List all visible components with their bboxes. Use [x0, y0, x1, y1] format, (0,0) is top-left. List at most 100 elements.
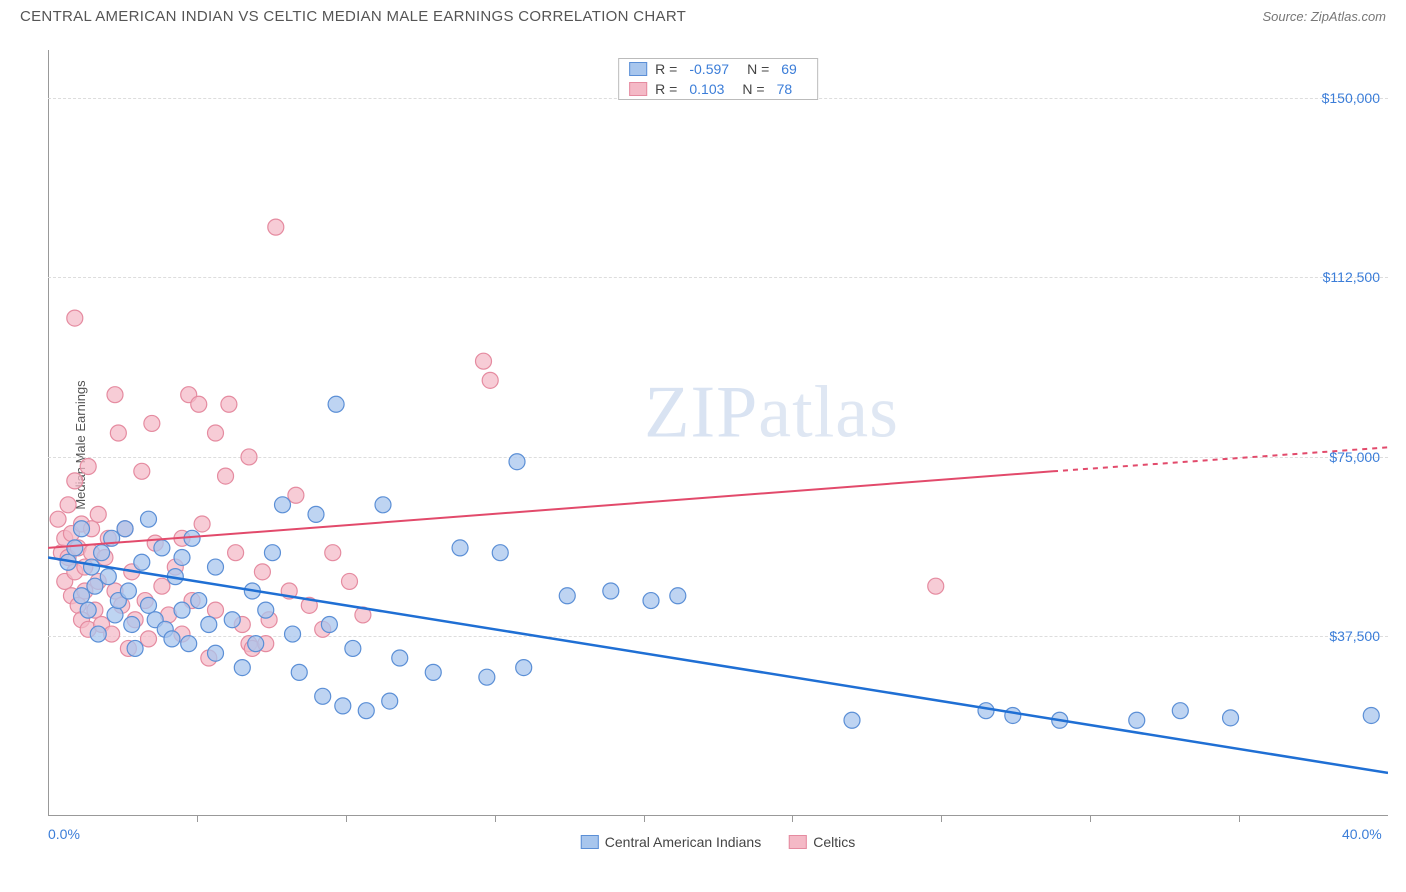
scatter-point-blue	[107, 607, 123, 623]
scatter-point-pink	[191, 396, 207, 412]
scatter-point-pink	[208, 425, 224, 441]
scatter-point-blue	[141, 511, 157, 527]
scatter-point-blue	[382, 693, 398, 709]
scatter-point-blue	[425, 664, 441, 680]
scatter-point-blue	[670, 588, 686, 604]
scatter-point-pink	[928, 578, 944, 594]
scatter-point-blue	[479, 669, 495, 685]
scatter-point-blue	[224, 612, 240, 628]
scatter-point-blue	[328, 396, 344, 412]
scatter-point-blue	[248, 636, 264, 652]
scatter-point-blue	[392, 650, 408, 666]
scatter-point-blue	[345, 640, 361, 656]
scatter-point-pink	[194, 516, 210, 532]
scatter-point-blue	[1005, 707, 1021, 723]
scatter-point-blue	[94, 545, 110, 561]
scatter-point-blue	[201, 617, 217, 633]
scatter-point-pink	[342, 573, 358, 589]
scatter-point-pink	[154, 578, 170, 594]
scatter-point-blue	[191, 593, 207, 609]
stats-legend-row-blue: R = -0.597 N = 69	[619, 59, 817, 79]
scatter-point-blue	[174, 549, 190, 565]
scatter-point-blue	[315, 688, 331, 704]
trend-line-pink-solid	[48, 471, 1053, 548]
scatter-point-pink	[482, 372, 498, 388]
scatter-point-blue	[67, 540, 83, 556]
scatter-point-pink	[218, 468, 234, 484]
scatter-point-pink	[476, 353, 492, 369]
scatter-point-pink	[144, 415, 160, 431]
scatter-point-pink	[90, 506, 106, 522]
scatter-point-pink	[288, 487, 304, 503]
scatter-point-blue	[84, 559, 100, 575]
scatter-point-blue	[643, 593, 659, 609]
scatter-point-blue	[1129, 712, 1145, 728]
scatter-point-blue	[208, 559, 224, 575]
chart-title: CENTRAL AMERICAN INDIAN VS CELTIC MEDIAN…	[20, 8, 686, 25]
scatter-point-blue	[127, 640, 143, 656]
scatter-point-blue	[452, 540, 468, 556]
scatter-point-blue	[603, 583, 619, 599]
scatter-point-blue	[1363, 707, 1379, 723]
scatter-point-blue	[258, 602, 274, 618]
scatter-point-blue	[358, 703, 374, 719]
scatter-point-pink	[107, 387, 123, 403]
scatter-point-blue	[120, 583, 136, 599]
scatter-point-blue	[90, 626, 106, 642]
scatter-point-blue	[154, 540, 170, 556]
scatter-point-blue	[74, 588, 90, 604]
scatter-point-pink	[67, 473, 83, 489]
scatter-point-blue	[509, 454, 525, 470]
stats-legend-row-pink: R = 0.103 N = 78	[619, 79, 817, 99]
legend-swatch-pink	[629, 82, 647, 96]
scatter-point-pink	[80, 459, 96, 475]
scatter-point-blue	[80, 602, 96, 618]
stats-legend: R = -0.597 N = 69 R = 0.103 N = 78	[618, 58, 818, 100]
scatter-point-blue	[559, 588, 575, 604]
scatter-point-blue	[978, 703, 994, 719]
scatter-point-blue	[291, 664, 307, 680]
scatter-point-blue	[375, 497, 391, 513]
scatter-point-pink	[134, 463, 150, 479]
scatter-point-blue	[117, 521, 133, 537]
scatter-point-blue	[141, 597, 157, 613]
scatter-point-blue	[1172, 703, 1188, 719]
scatter-point-pink	[60, 497, 76, 513]
scatter-point-blue	[174, 602, 190, 618]
scatter-point-blue	[234, 660, 250, 676]
scatter-point-blue	[134, 554, 150, 570]
scatter-point-blue	[164, 631, 180, 647]
scatter-point-blue	[285, 626, 301, 642]
scatter-point-blue	[87, 578, 103, 594]
scatter-point-pink	[67, 310, 83, 326]
scatter-point-blue	[321, 617, 337, 633]
scatter-point-blue	[74, 521, 90, 537]
trend-line-pink-dashed	[1053, 447, 1388, 471]
scatter-point-blue	[208, 645, 224, 661]
source-attribution: Source: ZipAtlas.com	[1262, 9, 1386, 24]
scatter-point-pink	[221, 396, 237, 412]
scatter-point-pink	[241, 449, 257, 465]
scatter-point-blue	[1223, 710, 1239, 726]
chart-container: Median Male Earnings ZIPatlas $37,500$75…	[48, 50, 1388, 840]
scatter-point-pink	[110, 425, 126, 441]
scatter-point-blue	[308, 506, 324, 522]
scatter-point-blue	[516, 660, 532, 676]
scatter-point-pink	[268, 219, 284, 235]
scatter-point-pink	[228, 545, 244, 561]
scatter-point-blue	[844, 712, 860, 728]
scatter-point-pink	[50, 511, 66, 527]
scatter-point-pink	[325, 545, 341, 561]
scatter-point-pink	[254, 564, 270, 580]
scatter-point-pink	[208, 602, 224, 618]
scatter-point-blue	[181, 636, 197, 652]
scatter-point-blue	[275, 497, 291, 513]
scatter-point-pink	[141, 631, 157, 647]
legend-swatch-blue	[629, 62, 647, 76]
scatter-point-blue	[124, 617, 140, 633]
scatter-point-blue	[100, 569, 116, 585]
scatter-point-blue	[264, 545, 280, 561]
scatter-point-blue	[492, 545, 508, 561]
scatter-plot	[48, 50, 1388, 840]
scatter-point-blue	[335, 698, 351, 714]
